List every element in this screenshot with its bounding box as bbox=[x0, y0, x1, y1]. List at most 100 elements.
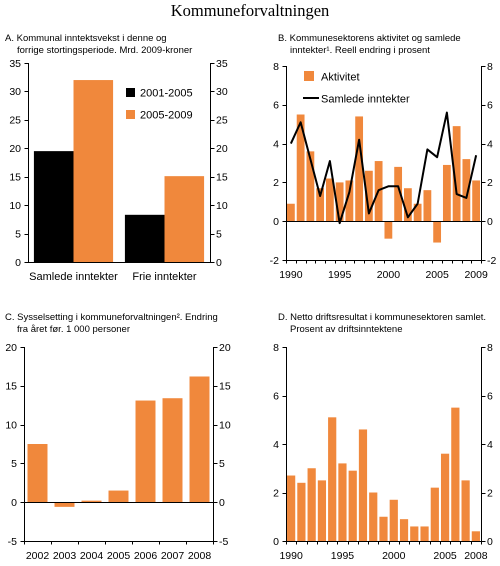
chart-b-line-series bbox=[289, 111, 478, 225]
chart-d-left-tick-label: 2 bbox=[273, 487, 279, 499]
chart-a-category-label: Samlede inntekter bbox=[29, 271, 118, 283]
chart-d-bar bbox=[317, 480, 327, 542]
chart-c-right-tick-label: 10 bbox=[219, 419, 231, 431]
chart-d-bar bbox=[420, 526, 429, 541]
chart-c-left-tick-label: -5 bbox=[8, 536, 17, 548]
chart-b-bar bbox=[462, 159, 471, 222]
chart-b-right-tick-label: 0 bbox=[487, 216, 493, 228]
chart-b-right-tick-label: 2 bbox=[487, 177, 493, 189]
chart-b-x-tick-label: 2009 bbox=[464, 269, 488, 281]
chart-a-legend-swatch bbox=[126, 88, 135, 97]
chart-c-right-tick-label: -5 bbox=[219, 536, 228, 548]
chart-c-x-tick-label: 2004 bbox=[80, 550, 104, 562]
chart-c-left-tick-label: 5 bbox=[11, 458, 17, 470]
chart-b-title: B. Kommunesektorens aktivitet og samlede… bbox=[278, 33, 461, 57]
chart-c-left-tick-label: 20 bbox=[5, 342, 17, 354]
chart-d-bar bbox=[461, 480, 470, 542]
chart-a-title: A. Kommunal inntektsvekst i denne og for… bbox=[5, 33, 192, 57]
chart-b-x-tick-label: 1990 bbox=[279, 269, 303, 281]
chart-b-left-tick-label: -2 bbox=[270, 255, 279, 267]
chart-b-bar bbox=[384, 221, 393, 239]
chart-c-x-tick-label: 2005 bbox=[107, 550, 131, 562]
chart-d-left-tick-label: 4 bbox=[273, 439, 279, 451]
chart-b-x-tick-label: 1995 bbox=[328, 269, 352, 281]
chart-b-bar bbox=[433, 221, 442, 243]
chart-b-left-tick-label: 6 bbox=[273, 100, 279, 112]
chart-b-bar bbox=[452, 126, 461, 222]
chart-a-legend-swatch bbox=[126, 110, 135, 119]
chart-b-bar bbox=[316, 188, 325, 222]
chart-d-bar bbox=[379, 516, 388, 541]
chart-d-title-line: D. Netto driftsresultat i kommunesektore… bbox=[278, 312, 487, 323]
chart-d: 0 0 2 2 4 4 6 6 8 8 1990 1995 2000 2005 2008 bbox=[273, 342, 493, 562]
chart-b-bar bbox=[325, 178, 334, 222]
chart-a-bar bbox=[164, 176, 205, 262]
chart-a-right-tick-label: 30 bbox=[216, 86, 228, 98]
chart-b-bar bbox=[306, 151, 315, 222]
chart-a-right-tick-label: 25 bbox=[216, 115, 228, 127]
chart-d-bar bbox=[328, 417, 337, 541]
chart-b-right-tick-label: 6 bbox=[487, 100, 493, 112]
chart-c-x-tick-label: 2002 bbox=[26, 550, 50, 562]
chart-b-bar bbox=[472, 180, 481, 222]
chart-b-right-tick-label: -2 bbox=[487, 255, 496, 267]
chart-c-x-tick-label: 2006 bbox=[134, 550, 158, 562]
chart-a-title-line: A. Kommunal inntektsvekst i denne og bbox=[5, 33, 167, 44]
chart-d-title: D. Netto driftsresultat i kommunesektore… bbox=[278, 312, 486, 336]
chart-b-bar bbox=[423, 190, 432, 222]
chart-d-bar bbox=[287, 475, 296, 541]
chart-d-left-tick-label: 8 bbox=[273, 342, 279, 354]
chart-b-bar bbox=[403, 188, 412, 222]
chart-c-x-tick-label: 2007 bbox=[161, 550, 185, 562]
chart-d-left-tick-label: 0 bbox=[273, 536, 279, 548]
chart-a-left-tick-label: 0 bbox=[15, 257, 21, 269]
chart-c-left-tick-label: 15 bbox=[5, 381, 17, 393]
chart-a-bar bbox=[124, 214, 165, 262]
chart-d-right-tick-label: 2 bbox=[487, 487, 493, 499]
chart-a-title-line: forrige stortingsperiode. Mrd. 2009-kron… bbox=[17, 45, 193, 56]
chart-d-right-tick-label: 4 bbox=[487, 439, 493, 451]
chart-a-category-label: Frie inntekter bbox=[132, 271, 197, 283]
chart-b-bar bbox=[335, 182, 344, 222]
chart-d-title-line: Prosent av driftsinntektene bbox=[290, 324, 403, 335]
chart-d-bar bbox=[471, 531, 480, 541]
chart-b-x-tick-label: 2005 bbox=[425, 269, 449, 281]
chart-a-left-tick-label: 20 bbox=[9, 143, 21, 155]
chart-b-bar bbox=[394, 166, 403, 222]
chart-b-x-tick-label: 2000 bbox=[377, 269, 401, 281]
chart-b-bar bbox=[364, 170, 373, 222]
chart-c-bar bbox=[189, 376, 210, 503]
chart-a-right-tick-label: 10 bbox=[216, 200, 228, 212]
chart-c-right-tick-label: 5 bbox=[219, 458, 225, 470]
chart-b-left-tick-label: 0 bbox=[273, 216, 279, 228]
chart-b-right-tick-label: 8 bbox=[487, 61, 493, 73]
chart-a-right-tick-label: 5 bbox=[216, 228, 222, 240]
chart-d-right-tick-label: 6 bbox=[487, 390, 493, 402]
chart-d-bar bbox=[358, 429, 368, 541]
chart-c-bar bbox=[135, 400, 156, 503]
chart-d-bar bbox=[348, 470, 357, 541]
chart-a-right-tick-label: 15 bbox=[216, 172, 228, 184]
chart-d-bar bbox=[451, 407, 460, 542]
chart-a: 0 0 5 5 10 10 15 15 20 20 25 25 30 30 35 35 Samlede innt… bbox=[9, 58, 228, 283]
chart-a-bar bbox=[33, 151, 74, 262]
chart-b-right-tick-label: 4 bbox=[487, 138, 493, 150]
chart-b-legend-label: Aktivitet bbox=[321, 72, 360, 84]
chart-a-right-tick-label: 20 bbox=[216, 143, 228, 155]
chart-a-left-tick-label: 10 bbox=[9, 200, 21, 212]
page-title: Kommuneforvaltningen bbox=[170, 1, 330, 20]
chart-c-title: C. Sysselsetting i kommuneforvaltningen²… bbox=[5, 312, 218, 336]
chart-d-bar bbox=[399, 519, 409, 541]
chart-d-bar bbox=[297, 482, 306, 541]
chart-c-bar bbox=[108, 490, 129, 503]
chart-a-legend-label: 2001-2005 bbox=[140, 88, 193, 100]
chart-d-bar bbox=[389, 499, 398, 541]
chart-d-bar bbox=[369, 492, 378, 541]
chart-a-left-tick-label: 35 bbox=[9, 58, 21, 70]
chart-c-right-tick-label: 20 bbox=[219, 342, 231, 354]
chart-a-right-tick-label: 35 bbox=[216, 58, 228, 70]
chart-a-left-tick-label: 15 bbox=[9, 172, 21, 184]
chart-d-right-tick-label: 8 bbox=[487, 342, 493, 354]
